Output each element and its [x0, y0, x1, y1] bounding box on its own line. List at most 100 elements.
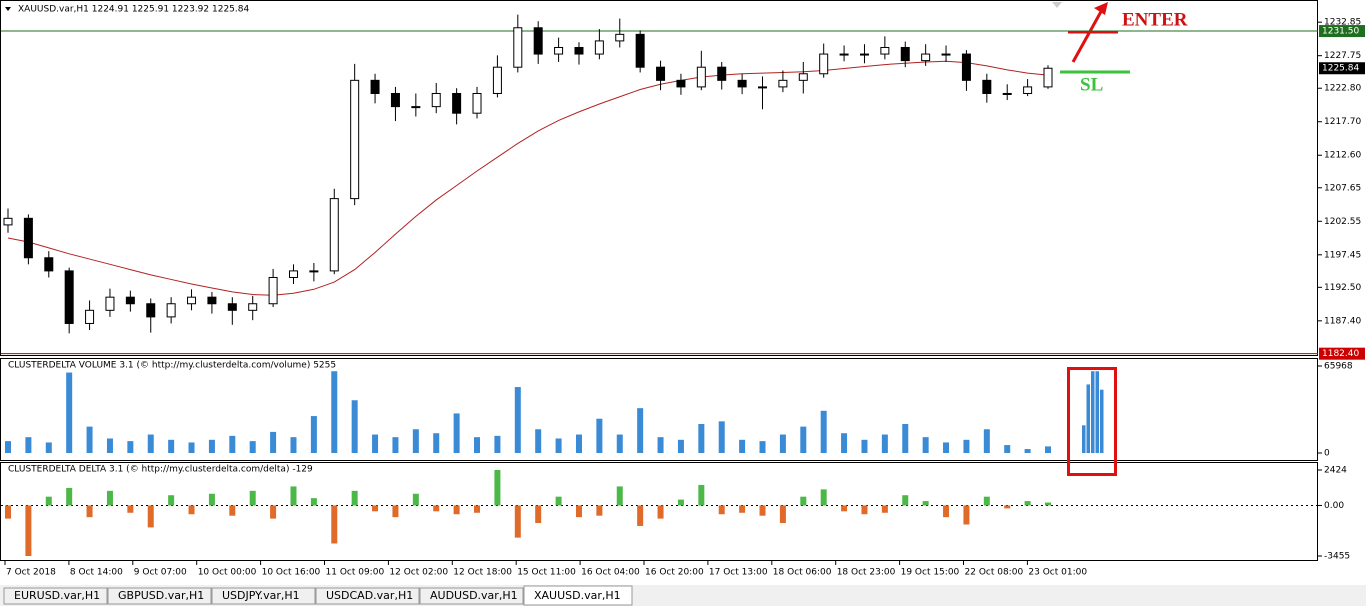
bar	[514, 505, 521, 538]
bar	[637, 505, 644, 526]
x-tick-label: 10 Oct 00:00	[198, 568, 257, 578]
bar	[1045, 502, 1051, 506]
candle-body	[1002, 92, 1012, 95]
x-tick-label: 17 Oct 13:00	[709, 568, 768, 578]
candle-body	[248, 303, 258, 311]
bar	[5, 441, 11, 453]
y-tick-label: 1197.45	[1324, 250, 1361, 260]
chart-header: XAUUSD.var,H1 1224.91 1225.91 1223.92 12…	[18, 5, 249, 15]
candle-body	[696, 66, 706, 88]
tab-label[interactable]: USDJPY.var,H1	[222, 589, 300, 602]
menu-arrow[interactable]	[5, 7, 11, 11]
bar	[290, 437, 297, 453]
bar	[1004, 505, 1011, 509]
bar	[861, 505, 868, 515]
tab-label[interactable]: AUDUSD.var,H1	[430, 589, 518, 602]
bar	[698, 484, 705, 506]
tab-label[interactable]: GBPUSD.var,H1	[118, 589, 204, 602]
candle-body	[166, 303, 176, 318]
bar	[412, 429, 419, 453]
bar	[841, 433, 848, 453]
tab-label[interactable]: XAUUSD.var,H1	[534, 589, 621, 602]
enter-label: ENTER	[1122, 9, 1188, 30]
bar	[555, 438, 562, 453]
enter-arrow	[1071, 7, 1105, 63]
bar	[188, 442, 195, 453]
bar	[249, 441, 256, 453]
x-tick-label: 11 Oct 09:00	[326, 568, 385, 578]
candle-body	[900, 46, 910, 62]
x-tick-label: 12 Oct 18:00	[453, 568, 512, 578]
candle-body	[758, 86, 768, 89]
candle-body	[472, 92, 482, 114]
highlight-bar	[1095, 371, 1099, 453]
tab[interactable]	[523, 585, 633, 606]
bar	[759, 505, 766, 516]
price-label-box	[1319, 347, 1365, 360]
candle-body	[961, 53, 971, 81]
bar	[229, 505, 236, 516]
bar	[372, 505, 379, 512]
bar	[453, 505, 460, 515]
candle-body	[187, 296, 197, 305]
bar	[800, 426, 807, 453]
bar	[983, 496, 990, 506]
bar	[127, 441, 134, 453]
candle-body	[656, 66, 666, 81]
bar	[943, 505, 950, 518]
y-tick-label: 0.00	[1324, 501, 1344, 511]
bar	[535, 505, 542, 524]
price-label: 1182.40	[1322, 349, 1359, 359]
bar	[86, 426, 93, 453]
candle-body	[452, 92, 462, 114]
candle-body	[125, 296, 135, 305]
candle-body	[44, 257, 54, 272]
bar	[1024, 501, 1031, 506]
x-tick-label: 12 Oct 02:00	[389, 568, 448, 578]
highlight-box	[1067, 367, 1117, 476]
tab-label[interactable]: USDCAD.var,H1	[326, 589, 413, 602]
bar	[963, 439, 970, 453]
bar	[779, 505, 786, 524]
tab[interactable]	[419, 587, 524, 605]
bar	[677, 439, 684, 453]
candle-body	[105, 296, 115, 311]
y-tick-label: 2424	[1324, 466, 1347, 476]
bar	[881, 434, 888, 453]
bar	[1045, 446, 1051, 453]
tab[interactable]	[107, 587, 212, 605]
tab[interactable]	[211, 587, 316, 605]
candle-body	[921, 53, 931, 62]
bar	[514, 387, 521, 453]
tab[interactable]	[3, 587, 108, 605]
candle-body	[309, 270, 319, 273]
candle-body	[227, 303, 237, 311]
bar	[331, 371, 338, 453]
y-tick-label: 65968	[1324, 362, 1353, 372]
y-tick-label: -3455	[1324, 552, 1350, 562]
x-tick-label: 10 Oct 16:00	[262, 568, 321, 578]
candle-body	[1023, 86, 1033, 94]
highlight-bar	[1100, 389, 1104, 453]
candle-body	[574, 46, 584, 55]
bar	[718, 421, 725, 453]
highlight-bar	[1086, 384, 1090, 453]
bar	[698, 423, 705, 453]
price-label: 1231.50	[1322, 27, 1359, 37]
x-tick-label: 16 Oct 04:00	[581, 568, 640, 578]
bar	[902, 495, 909, 506]
bar	[168, 495, 175, 506]
x-tick-label: 16 Oct 20:00	[645, 568, 704, 578]
candle-body	[859, 53, 869, 56]
bar	[739, 505, 746, 513]
tab-label[interactable]: EURUSD.var,H1	[14, 589, 100, 602]
y-tick-label: 1212.60	[1324, 151, 1361, 161]
tab[interactable]	[315, 587, 420, 605]
candle-body	[268, 276, 278, 305]
candle-body	[635, 33, 645, 68]
x-tick-label: 15 Oct 11:00	[517, 568, 576, 578]
bar	[208, 493, 215, 506]
bar	[596, 418, 603, 453]
